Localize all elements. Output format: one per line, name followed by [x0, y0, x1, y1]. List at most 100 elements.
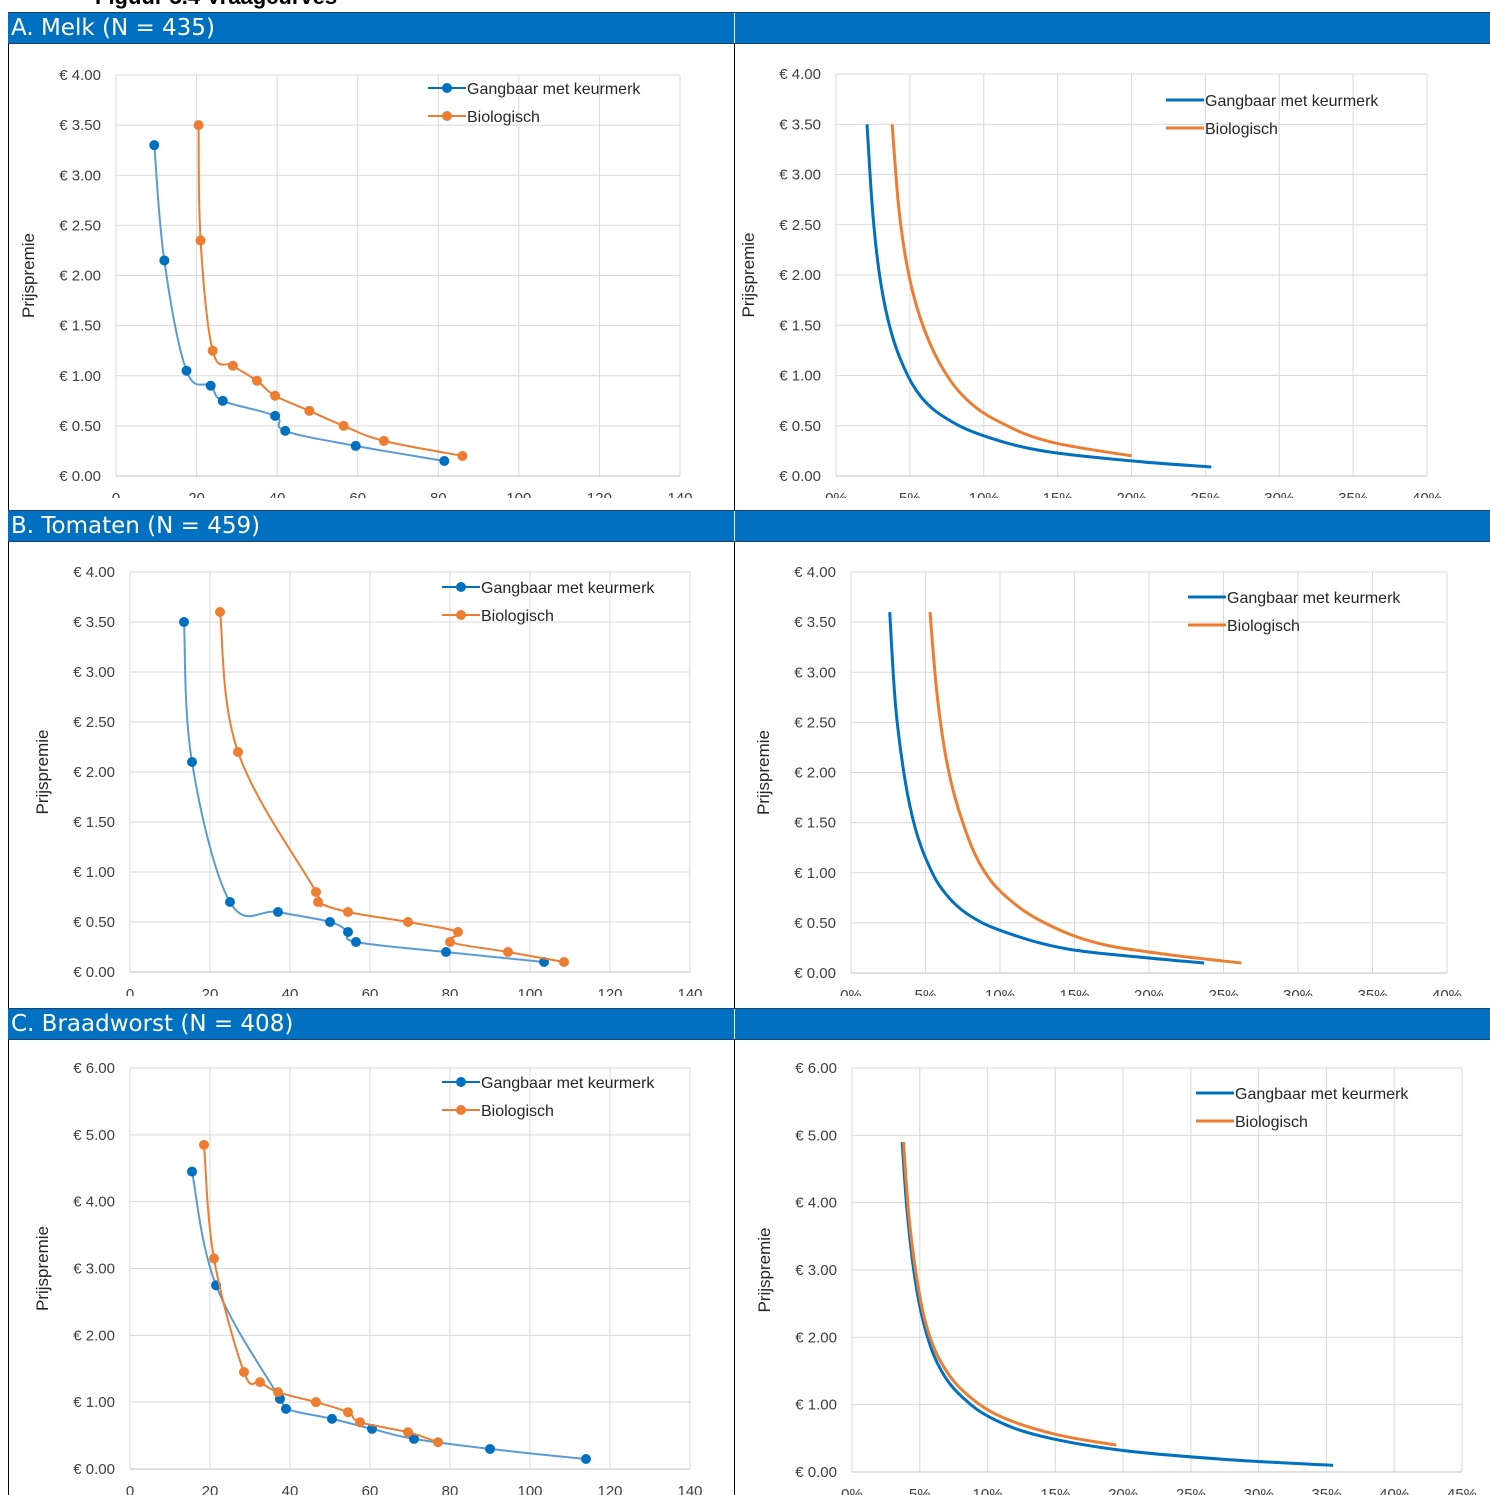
x-tick-label: 40% — [1432, 987, 1462, 996]
y-tick-label: € 0.50 — [59, 418, 101, 435]
table-border-middle — [734, 12, 735, 1495]
x-tick-label: 5% — [915, 987, 937, 996]
x-tick-label: 5% — [899, 490, 921, 498]
series-line-biologisch — [902, 1141, 1117, 1447]
data-point-biologisch — [270, 390, 281, 401]
data-point-gangbaar — [350, 440, 361, 451]
chart-tomaten-choice: 0% 5% 10% 15% 20% 25% 30% 35% 40% € 0.00 € 0.50 € 1… — [754, 564, 1462, 996]
y-tick-label: € 3.00 — [795, 1262, 837, 1279]
data-point-biologisch — [343, 907, 353, 917]
legend-label: Gangbaar met keurmerk — [1235, 1086, 1409, 1103]
chart-braadworst-choice: 0% 5% 10% 15% 20% 25% 30% 35% 40% 45% € 0.00 € 1.00… — [755, 1060, 1477, 1495]
data-point-gangbaar — [270, 410, 281, 421]
x-tick-label: 30% — [1283, 987, 1313, 996]
x-tick-label: 40% — [1379, 1486, 1409, 1495]
x-tick-label: 10% — [969, 490, 999, 498]
data-point-biologisch — [239, 1367, 249, 1378]
data-point-biologisch — [343, 1407, 353, 1418]
series-line-gangbaar — [888, 612, 1205, 965]
section-title-braadworst: C. Braadworst (N = 408) — [11, 1011, 294, 1037]
x-tick-label: 30% — [1244, 1486, 1274, 1495]
figure-table: A. Melk (N = 435) B. Tomaten (N = 459) C… — [8, 12, 1490, 1495]
legend-marker — [456, 610, 466, 620]
data-point-gangbaar — [351, 937, 361, 947]
y-tick-label: € 4.00 — [73, 564, 115, 581]
y-tick-label: € 5.00 — [73, 1127, 115, 1144]
x-tick-label: 25% — [1190, 490, 1220, 498]
data-point-biologisch — [355, 1417, 365, 1428]
chart-braadworst-frequentie: 0 20 40 60 80 100 120 140 € 0.00 € 1.00 € 2.00 € 3.… — [33, 1060, 703, 1495]
series-line-biologisch — [890, 124, 1132, 458]
x-tick-label: 0% — [825, 490, 847, 498]
data-point-biologisch — [445, 937, 455, 947]
data-point-biologisch — [313, 897, 323, 907]
legend-label: Gangbaar met keurmerk — [481, 1075, 655, 1092]
legend-marker — [442, 111, 452, 121]
legend-label: Biologisch — [1227, 618, 1300, 635]
section-title-tomaten: B. Tomaten (N = 459) — [11, 513, 261, 539]
data-point-gangbaar — [325, 917, 335, 927]
data-point-biologisch — [215, 607, 225, 617]
legend-label: Gangbaar met keurmerk — [1227, 590, 1401, 607]
series-line-gangbaar — [865, 124, 1212, 469]
x-tick-label: 80 — [430, 490, 447, 498]
y-tick-label: € 0.00 — [794, 965, 836, 982]
data-point-gangbaar — [273, 907, 283, 917]
data-point-biologisch — [559, 957, 569, 967]
series-line-biologisch — [928, 611, 1242, 965]
figure-caption-text: Figuur 3.4 Vraagcurves — [95, 0, 337, 10]
x-tick-label: 40% — [1412, 490, 1442, 498]
data-point-biologisch — [311, 1397, 321, 1408]
y-tick-label: € 3.50 — [73, 614, 115, 631]
legend-label: Gangbaar met keurmerk — [1205, 93, 1379, 110]
x-tick-label: 25% — [1208, 987, 1238, 996]
header-separator — [734, 1009, 735, 1039]
y-tick-label: € 0.00 — [73, 1461, 115, 1478]
y-tick-label: € 0.50 — [794, 915, 836, 932]
header-separator — [734, 511, 735, 541]
legend-label: Biologisch — [1205, 121, 1278, 138]
data-point-gangbaar — [149, 140, 160, 151]
y-tick-label: € 1.00 — [779, 368, 821, 385]
data-point-gangbaar — [441, 947, 451, 957]
x-tick-label: 60 — [362, 986, 379, 996]
x-tick-label: 0 — [126, 986, 134, 996]
y-tick-label: € 1.50 — [779, 317, 821, 334]
x-tick-label: 0 — [126, 1483, 134, 1495]
x-tick-label: 40 — [282, 986, 299, 996]
y-tick-label: € 2.00 — [779, 267, 821, 284]
y-tick-label: € 3.50 — [794, 614, 836, 631]
x-tick-label: 80 — [442, 986, 459, 996]
y-tick-label: € 4.00 — [73, 1194, 115, 1211]
x-tick-label: 140 — [667, 490, 692, 498]
data-point-biologisch — [378, 435, 389, 446]
data-point-biologisch — [252, 375, 262, 386]
legend-label: Gangbaar met keurmerk — [467, 81, 641, 98]
data-point-gangbaar — [179, 617, 189, 627]
data-point-biologisch — [209, 1253, 219, 1264]
series-line-gangbaar — [153, 145, 445, 462]
y-tick-label: € 4.00 — [795, 1195, 837, 1212]
y-axis-title: Prijspremie — [754, 730, 773, 815]
y-tick-label: € 3.00 — [73, 664, 115, 681]
y-tick-label: € 1.50 — [59, 318, 101, 335]
data-point-gangbaar — [485, 1443, 495, 1454]
x-tick-label: 40 — [282, 1483, 299, 1495]
x-tick-label: 100 — [517, 1483, 542, 1495]
data-point-biologisch — [273, 1387, 283, 1398]
x-tick-label: 140 — [677, 986, 702, 996]
data-point-biologisch — [433, 1437, 443, 1448]
x-tick-label: 35% — [1357, 987, 1387, 996]
y-tick-label: € 2.50 — [779, 217, 821, 234]
data-point-gangbaar — [327, 1413, 337, 1424]
data-point-gangbaar — [280, 425, 291, 436]
y-tick-label: € 0.50 — [779, 418, 821, 435]
data-point-biologisch — [311, 887, 321, 897]
figure-caption-fragment: Figuur 3.4 Vraagcurves — [0, 0, 1490, 12]
data-point-biologisch — [255, 1377, 265, 1388]
x-tick-label: 100 — [506, 490, 531, 498]
legend-label: Biologisch — [1235, 1114, 1308, 1131]
y-tick-label: € 6.00 — [73, 1060, 115, 1077]
x-tick-label: 20% — [1108, 1486, 1138, 1495]
